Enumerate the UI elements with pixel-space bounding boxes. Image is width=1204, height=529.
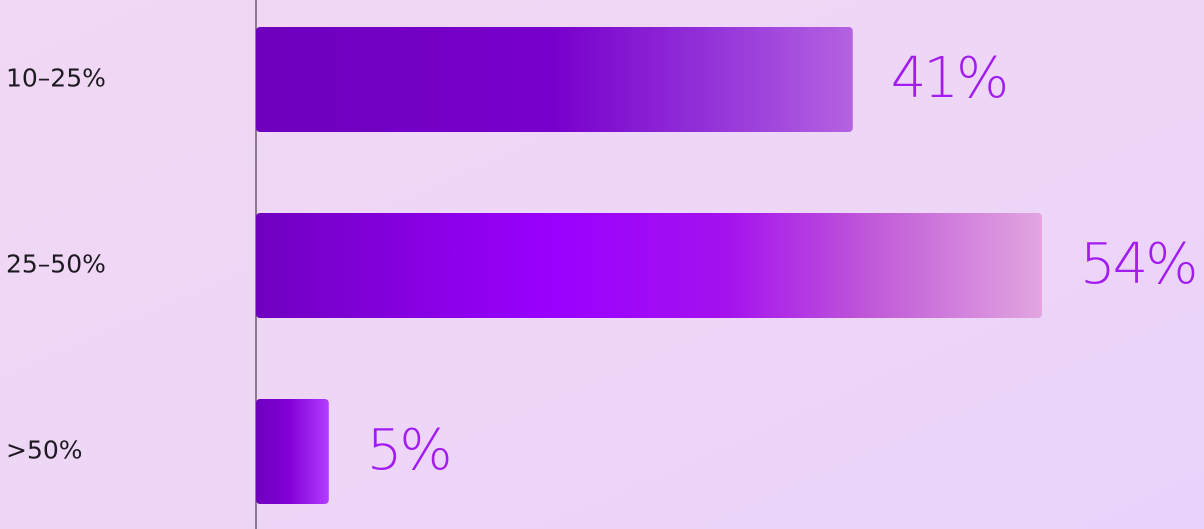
category-label: 10–25% — [6, 64, 106, 93]
category-label: 25–50% — [6, 250, 106, 279]
value-label: 5% — [367, 418, 450, 483]
category-label: >50% — [6, 436, 83, 465]
bar — [256, 213, 1042, 318]
bar — [256, 399, 329, 504]
value-label: 41% — [891, 46, 1006, 111]
value-label: 54% — [1080, 232, 1195, 297]
bar — [256, 27, 853, 132]
